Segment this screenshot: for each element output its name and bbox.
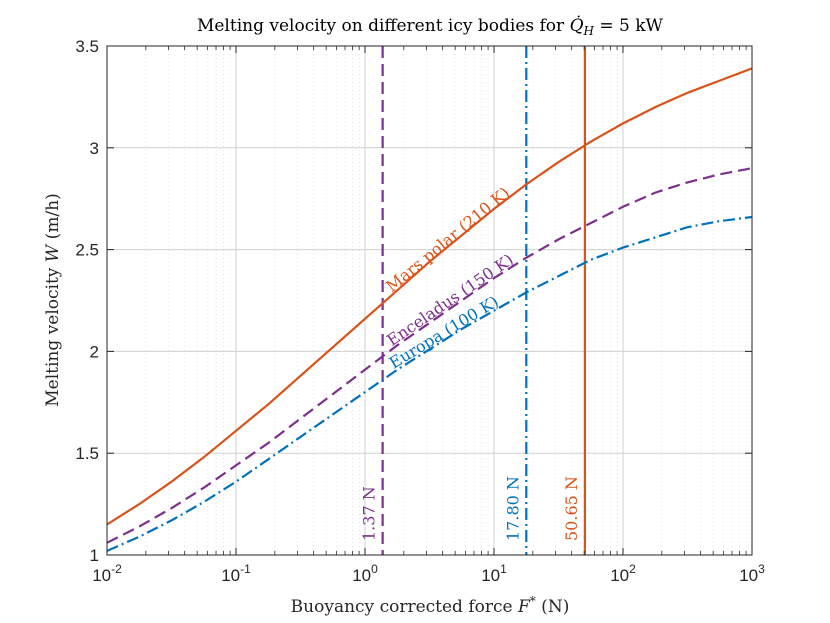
xlabel-sup: * <box>530 594 536 608</box>
reference-lines <box>381 46 586 555</box>
title-prefix: Melting velocity on different icy bodies… <box>197 16 570 36</box>
x-tick-label: 10-1 <box>221 562 251 585</box>
series-lines <box>106 67 753 552</box>
title-suffix: = 5 kW <box>594 16 664 36</box>
xlabel-symbol: F <box>517 597 531 617</box>
grid <box>106 45 753 556</box>
y-axis-label: Melting velocity W (m/h) <box>43 193 63 407</box>
reference-line-label: 1.37 N <box>360 486 379 541</box>
reference-line-label: 50.65 N <box>562 476 581 541</box>
ylabel-prefix: Melting velocity <box>43 262 63 407</box>
x-tick-label: 10-2 <box>92 562 122 585</box>
y-tick-label: 1.5 <box>75 444 99 463</box>
xlabel-prefix: Buoyancy corrected force <box>291 597 518 617</box>
series-line <box>106 67 753 526</box>
ylabel-symbol: W <box>43 243 63 262</box>
ylabel-suffix: (m/h) <box>43 193 63 244</box>
x-tick-label: 101 <box>481 562 507 585</box>
y-tick-label: 1 <box>90 546 99 565</box>
axes: 10-2 10-1 100 101 102 103 1 1.5 2 2.5 3 3.5 <box>75 37 765 585</box>
xlabel-suffix: (N) <box>536 597 570 617</box>
chart-title: Melting velocity on different icy bodies… <box>197 16 664 38</box>
y-tick-label: 3.5 <box>75 37 99 56</box>
plot-frame <box>106 45 753 556</box>
series-line <box>106 167 753 544</box>
x-axis-label: Buoyancy corrected force F* (N) <box>291 594 570 617</box>
title-symbol: Q̇ <box>570 16 584 36</box>
reference-line-label: 17.80 N <box>503 476 522 541</box>
x-tick-label: 103 <box>739 562 765 585</box>
series-line <box>106 215 753 552</box>
title-subscript: H <box>583 24 595 38</box>
x-tick-label: 100 <box>352 562 378 585</box>
y-tick-label: 2.5 <box>75 241 99 260</box>
y-tick-label: 3 <box>90 139 99 158</box>
x-tick-label: 102 <box>610 562 636 585</box>
y-tick-label: 2 <box>90 342 99 361</box>
